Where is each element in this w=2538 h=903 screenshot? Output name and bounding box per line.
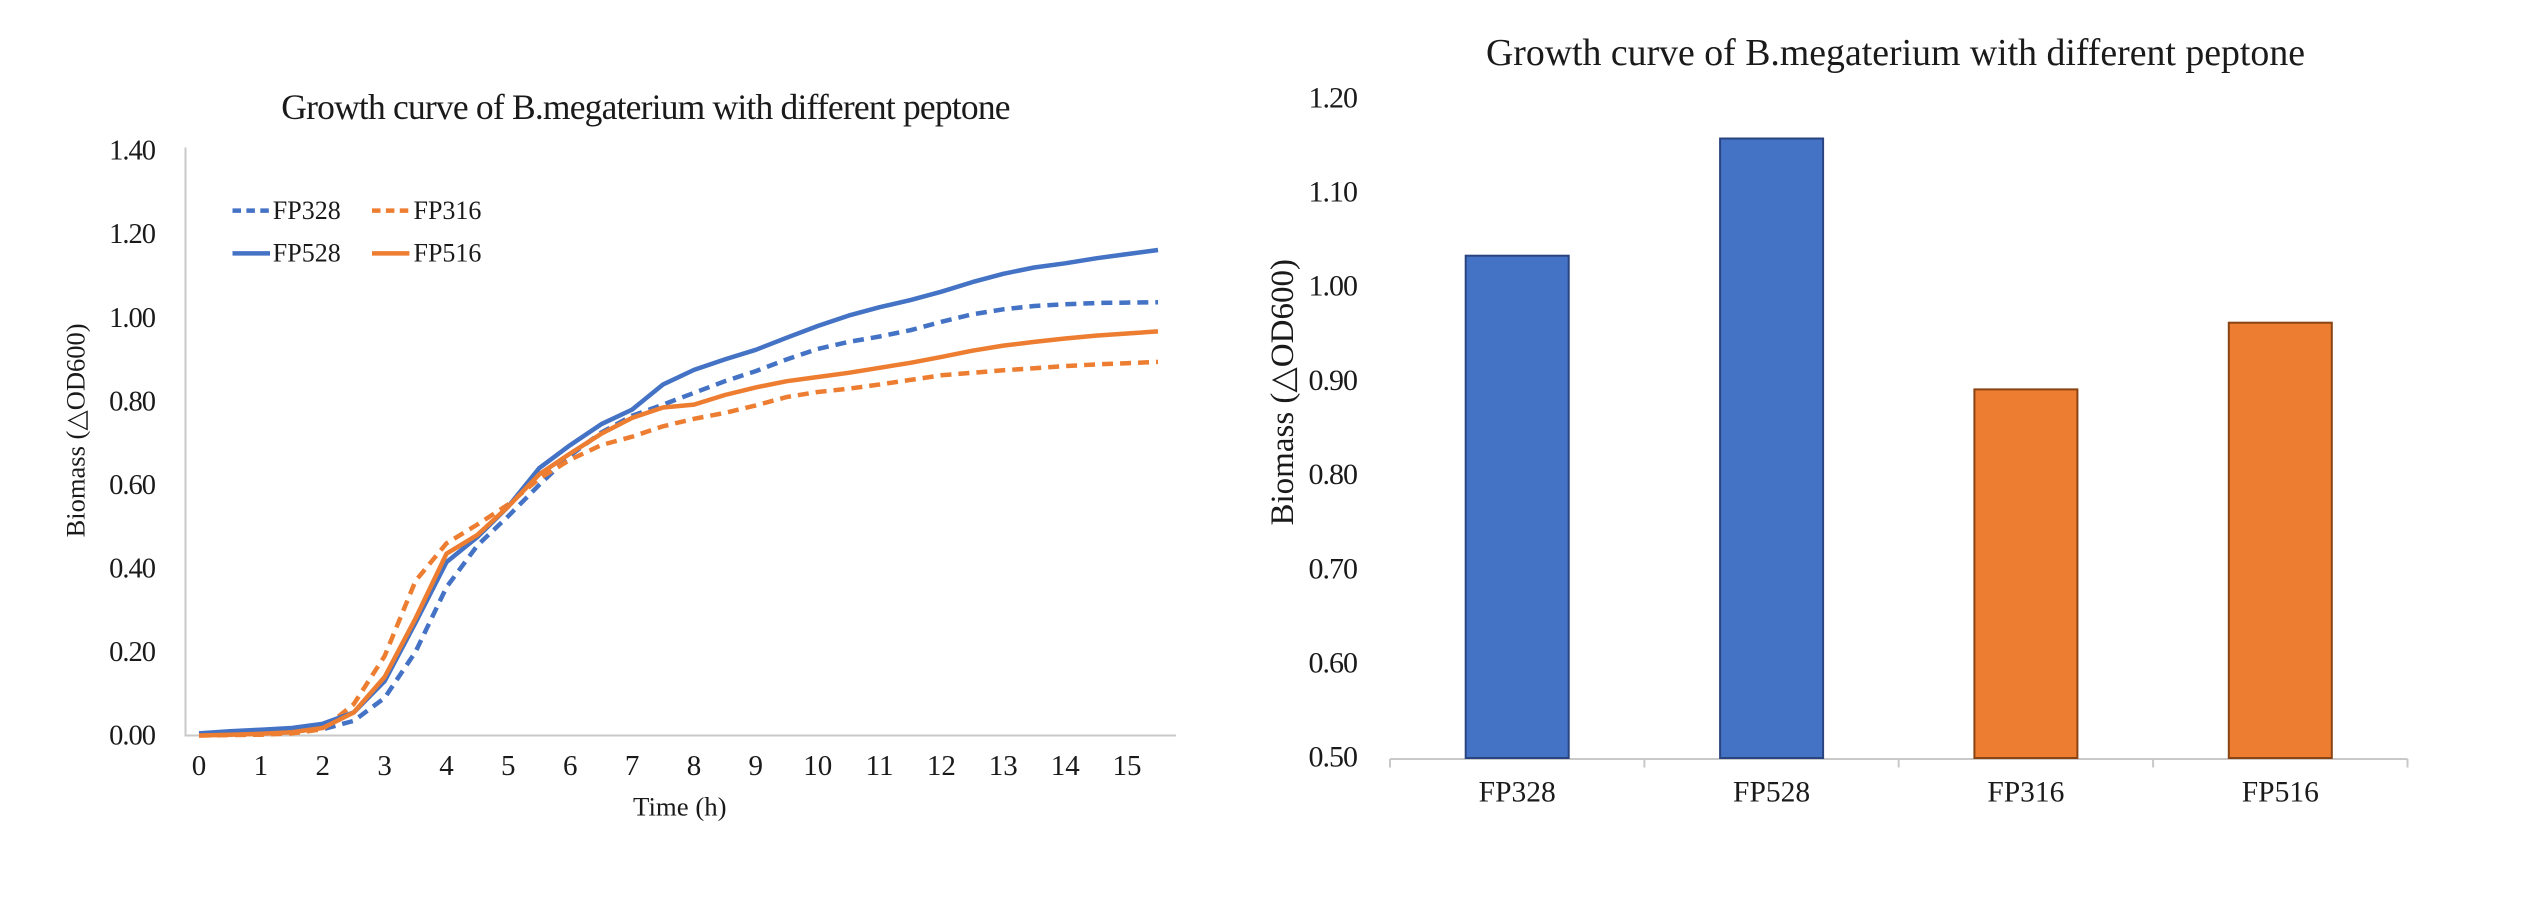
- svg-text:4: 4: [439, 750, 454, 782]
- svg-text:1.00: 1.00: [1309, 270, 1358, 303]
- svg-text:7: 7: [625, 750, 640, 782]
- svg-text:11: 11: [866, 750, 894, 782]
- svg-text:1.00: 1.00: [109, 303, 156, 334]
- svg-text:9: 9: [749, 750, 764, 782]
- svg-text:3: 3: [377, 750, 392, 782]
- svg-text:15: 15: [1113, 750, 1142, 782]
- svg-text:8: 8: [687, 750, 702, 782]
- svg-text:0.60: 0.60: [109, 470, 156, 501]
- svg-text:FP516: FP516: [414, 239, 482, 268]
- svg-text:0.00: 0.00: [109, 721, 156, 752]
- svg-text:0.70: 0.70: [1309, 552, 1358, 585]
- svg-text:13: 13: [989, 750, 1018, 782]
- svg-text:0.50: 0.50: [1309, 741, 1358, 774]
- svg-text:0.20: 0.20: [109, 637, 156, 668]
- svg-text:5: 5: [501, 750, 516, 782]
- svg-text:1.20: 1.20: [1309, 81, 1358, 114]
- svg-text:12: 12: [927, 750, 956, 782]
- svg-text:FP328: FP328: [273, 196, 341, 225]
- svg-text:10: 10: [803, 750, 832, 782]
- svg-text:0: 0: [192, 750, 207, 782]
- svg-text:FP328: FP328: [1479, 777, 1556, 809]
- svg-text:FP316: FP316: [1987, 777, 2064, 809]
- svg-text:Biomass (△OD600): Biomass (△OD600): [60, 323, 90, 537]
- svg-text:Growth curve of B.megaterium w: Growth curve of B.megaterium with differ…: [281, 87, 1010, 127]
- svg-text:Time (h): Time (h): [633, 792, 727, 822]
- svg-text:1.10: 1.10: [1309, 176, 1358, 209]
- svg-text:1.20: 1.20: [109, 219, 156, 250]
- svg-text:Biomass (△OD600): Biomass (△OD600): [1265, 259, 1301, 525]
- svg-text:0.80: 0.80: [1309, 458, 1358, 491]
- svg-text:14: 14: [1051, 750, 1081, 782]
- svg-text:6: 6: [563, 750, 578, 782]
- svg-text:2: 2: [315, 750, 330, 782]
- svg-text:0.60: 0.60: [1309, 647, 1358, 680]
- svg-text:FP528: FP528: [273, 239, 341, 268]
- svg-text:Growth curve of B.megaterium w: Growth curve of B.megaterium with differ…: [1486, 32, 2305, 74]
- svg-text:FP528: FP528: [1733, 777, 1810, 809]
- svg-text:1.40: 1.40: [109, 136, 156, 167]
- svg-text:FP516: FP516: [2242, 777, 2319, 809]
- svg-text:FP316: FP316: [414, 196, 482, 225]
- svg-text:0.40: 0.40: [109, 554, 156, 585]
- svg-text:0.80: 0.80: [109, 386, 156, 417]
- svg-text:0.90: 0.90: [1309, 364, 1358, 397]
- svg-text:1: 1: [254, 750, 269, 782]
